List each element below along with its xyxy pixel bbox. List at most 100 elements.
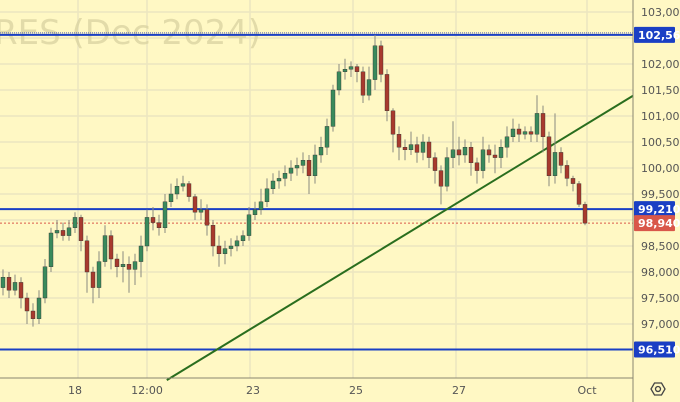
y-tick-label: 98,500 (641, 240, 680, 253)
candle (384, 69, 390, 122)
candle (390, 108, 396, 153)
candle (6, 272, 12, 298)
candle (438, 165, 444, 205)
candle-body-up (180, 183, 186, 187)
candle (456, 136, 462, 166)
candle (120, 251, 126, 283)
x-tick-label: 18 (68, 384, 82, 397)
candle (396, 126, 402, 161)
y-tick-label: 100,000 (641, 162, 680, 175)
candle-body-down (402, 146, 408, 150)
candle-body-up (324, 126, 330, 148)
candle (558, 147, 564, 174)
candle-body-up (198, 209, 204, 213)
last-price-badge (634, 215, 675, 232)
candle-body-down (78, 217, 84, 241)
candle-body-down (516, 128, 522, 135)
x-tick-label: 25 (349, 384, 363, 397)
candle (432, 152, 438, 184)
candle-body-up (96, 261, 102, 288)
price-axis[interactable]: 103,000 102,000 101,500 101,000 100,500 100,0… (634, 6, 680, 358)
candle-body-up (42, 266, 48, 299)
level-price-label: 96,510 (638, 343, 680, 356)
candle-body-down (414, 144, 420, 153)
candle-body-down (570, 178, 576, 184)
candle (222, 240, 228, 265)
candle (300, 152, 306, 174)
candle-body-up (270, 180, 276, 189)
candle-body-down (378, 45, 384, 75)
level-price-badge (634, 201, 675, 218)
candle (210, 220, 216, 257)
candle-body-down (108, 235, 114, 260)
candle (144, 209, 150, 252)
candle-body-up (228, 245, 234, 249)
candle-body-up (450, 149, 456, 158)
candle-body-down (474, 162, 480, 171)
candle-body-up (258, 201, 264, 210)
candle-body-down (528, 131, 534, 135)
y-tick-label: 103,000 (641, 6, 680, 19)
candle-body-up (132, 261, 138, 270)
candle (204, 204, 210, 236)
candle (276, 170, 282, 189)
candle-body-down (576, 183, 582, 205)
candle-body-down (426, 141, 432, 158)
candle (534, 95, 540, 142)
candle-body-down (114, 258, 120, 268)
candle (324, 118, 330, 155)
settings-gear-icon[interactable] (650, 382, 666, 396)
candle (108, 230, 114, 270)
level-price-label: 99,210 (638, 203, 680, 216)
last-price-label: 98,940 (638, 217, 680, 230)
candle-body-up (72, 217, 78, 228)
time-axis[interactable]: 18 12:00 23 25 27 Oct (68, 384, 597, 397)
candle-body-down (582, 204, 588, 224)
candle-body-up (552, 152, 558, 176)
candle-body-up (240, 235, 246, 242)
candle-body-up (366, 79, 372, 96)
candle (378, 40, 384, 83)
y-tick-label: 101,500 (641, 84, 680, 97)
candle-body-up (480, 149, 486, 171)
candle (564, 160, 570, 187)
candle-body-down (540, 113, 546, 138)
candle (24, 292, 30, 324)
candle (336, 64, 342, 96)
candle (348, 61, 354, 77)
candle-body-up (336, 71, 342, 91)
candle (114, 253, 120, 278)
candle-body-up (66, 227, 72, 236)
candle-body-down (192, 196, 198, 213)
candle-body-down (84, 240, 90, 273)
candle-body-up (138, 245, 144, 262)
candle (528, 126, 534, 142)
candle (342, 58, 348, 80)
candle (186, 181, 192, 202)
candle-body-up (330, 89, 336, 127)
candle (258, 188, 264, 215)
candle-body-up (534, 113, 540, 135)
candle-body-up (48, 232, 54, 267)
candle-body-down (90, 271, 96, 288)
candle-body-down (390, 110, 396, 135)
candle-body-down (6, 277, 12, 291)
candle-body-up (102, 235, 108, 262)
candle-body-up (162, 201, 168, 229)
candle-body-down (360, 71, 366, 96)
candle (252, 201, 258, 220)
candle-body-down (126, 264, 132, 270)
candle (96, 251, 102, 298)
candle-body-up (288, 167, 294, 174)
candle (126, 256, 132, 293)
candle (240, 230, 246, 246)
x-tick-label: 12:00 (131, 384, 163, 397)
candle-body-up (408, 144, 414, 151)
candle (72, 212, 78, 233)
y-tick-label: 102,000 (641, 58, 680, 71)
y-tick-label: 99,500 (641, 188, 680, 201)
candle-body-down (456, 149, 462, 156)
y-tick-label: 97,500 (641, 292, 680, 305)
